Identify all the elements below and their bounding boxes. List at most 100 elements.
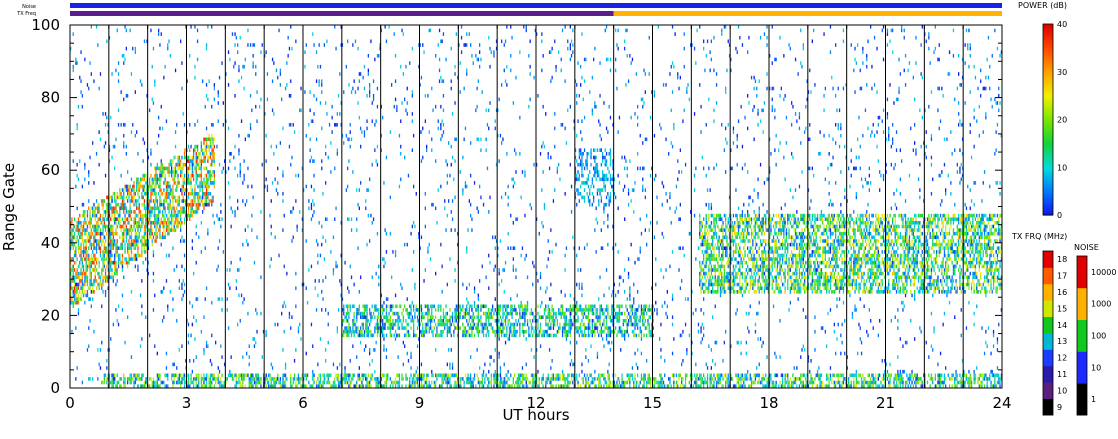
echo-cell: [924, 373, 926, 378]
echo-cell: [375, 304, 377, 309]
echo-cell: [715, 213, 718, 218]
echo-cell: [779, 242, 781, 247]
echo-cell: [466, 333, 468, 338]
echo-cell: [173, 173, 175, 178]
echo-cell: [349, 329, 351, 334]
echo-cell: [283, 380, 285, 385]
echo-cell: [868, 373, 870, 378]
echo-cell: [71, 264, 73, 269]
echo-cell: [765, 264, 767, 269]
echo-cell: [543, 329, 546, 334]
echo-cell: [758, 377, 760, 381]
echo-cell: [765, 250, 767, 254]
echo-cell: [127, 246, 129, 250]
echo-cell: [159, 206, 161, 211]
echo-cell: [613, 329, 615, 334]
echo-cell: [670, 384, 672, 388]
echo-cell: [94, 275, 96, 280]
echo-cell: [414, 311, 416, 316]
echo-cell: [608, 329, 610, 334]
echo-cell: [722, 253, 724, 258]
echo-cell: [212, 155, 214, 160]
echo-cell: [950, 377, 952, 381]
echo-cell: [750, 257, 753, 261]
echo-cell: [963, 384, 965, 388]
echo-cell: [464, 315, 467, 319]
echo-cell: [932, 380, 934, 385]
echo-cell: [730, 253, 732, 258]
echo-cell: [495, 384, 498, 388]
echo-cell: [637, 315, 639, 319]
echo-cell: [124, 206, 126, 211]
echo-cell: [171, 373, 173, 378]
echo-cell: [532, 373, 534, 378]
echo-cell: [635, 311, 637, 316]
echo-cell: [361, 329, 363, 334]
echo-cell: [97, 224, 99, 229]
echo-cell: [123, 206, 125, 211]
echo-cell: [84, 231, 86, 236]
echo-cell: [629, 384, 631, 388]
echo-cell: [155, 177, 157, 182]
echo-cell: [121, 202, 124, 207]
echo-cell: [605, 304, 608, 309]
echo-cell: [727, 282, 729, 287]
echo-cell: [371, 333, 373, 338]
echo-cell: [643, 308, 645, 312]
echo-cell: [177, 210, 179, 214]
echo-cell: [151, 228, 153, 232]
echo-cell: [612, 311, 614, 316]
echo-cell: [213, 384, 215, 388]
echo-cell: [521, 380, 524, 385]
echo-cell: [523, 333, 525, 338]
echo-cell: [577, 384, 579, 388]
echo-cell: [699, 235, 701, 240]
echo-cell: [177, 217, 179, 221]
echo-cell: [525, 373, 527, 378]
echo-cell: [723, 228, 725, 232]
echo-cell: [393, 380, 395, 385]
echo-cell: [994, 380, 996, 385]
echo-cell: [133, 202, 135, 207]
echo-cell: [774, 290, 776, 294]
echo-cell: [607, 377, 609, 381]
echo-cell: [147, 202, 149, 207]
echo-cell: [530, 373, 533, 378]
echo-cell: [116, 380, 118, 385]
echo-cell: [934, 377, 936, 381]
echo-cell: [416, 319, 419, 323]
echo-cell: [163, 213, 165, 218]
echo-cell: [992, 373, 995, 378]
echo-cell: [426, 384, 428, 388]
echo-cell: [178, 377, 180, 381]
echo-cell: [445, 319, 447, 323]
echo-cell: [939, 380, 942, 385]
echo-cell: [73, 293, 76, 298]
echo-cell: [187, 377, 190, 381]
echo-cell: [133, 217, 135, 221]
echo-cell: [372, 311, 375, 316]
echo-cell: [514, 333, 516, 338]
echo-cell: [389, 304, 391, 309]
echo-cell: [130, 380, 133, 385]
echo-cell: [180, 210, 182, 214]
echo-cell: [85, 271, 87, 276]
echo-cell: [715, 290, 718, 294]
echo-cell: [704, 380, 706, 385]
echo-cell: [704, 231, 706, 236]
echo-cell: [769, 279, 771, 283]
echo-cell: [282, 373, 284, 378]
echo-cell: [611, 308, 613, 312]
echo-cell: [695, 373, 697, 378]
echo-cell: [163, 199, 165, 203]
echo-cell: [721, 242, 723, 247]
echo-cell: [466, 308, 468, 312]
echo-cell: [956, 384, 958, 388]
echo-cell: [110, 239, 112, 243]
echo-cell: [370, 377, 372, 381]
echo-cell: [519, 315, 521, 319]
echo-cell: [572, 304, 574, 309]
echo-cell: [159, 166, 161, 171]
echo-cell: [726, 260, 728, 265]
echo-cell: [151, 242, 153, 247]
